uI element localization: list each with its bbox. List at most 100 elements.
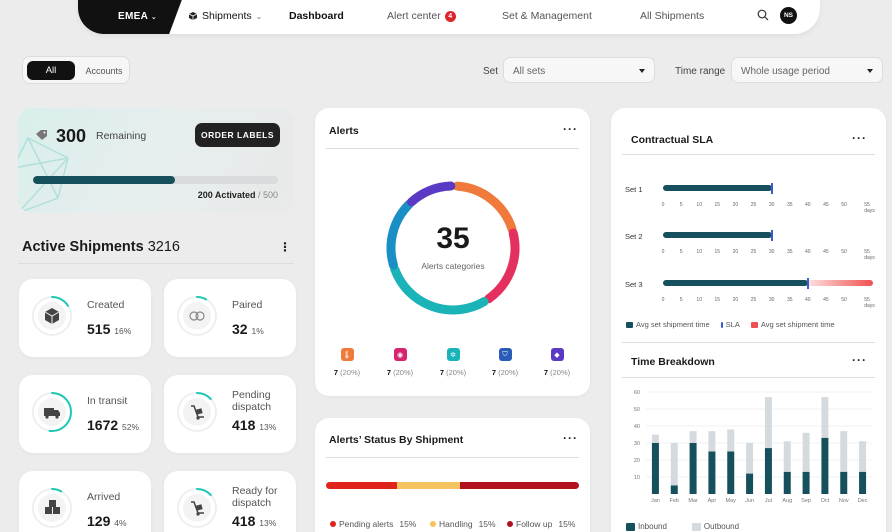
donut-segment[interactable] (407, 181, 456, 207)
outbound-bar[interactable] (821, 397, 829, 438)
order-labels-button[interactable]: ORDER LABELS (195, 123, 280, 147)
sla-marker (770, 182, 773, 194)
dolly-icon (191, 501, 204, 516)
labels-progress-bar (33, 176, 278, 184)
stat-card[interactable]: Ready for dispatch 418 13% (164, 471, 296, 532)
sla-tick-label: 35 (786, 249, 793, 255)
sla-over-bar[interactable] (807, 280, 873, 286)
outbound-bar[interactable] (840, 431, 848, 472)
more-options-icon[interactable]: ··· (563, 431, 578, 445)
stat-label: Created (87, 299, 125, 311)
progress-ring (177, 296, 217, 336)
sla-tick-label: 20 (732, 249, 739, 255)
search-icon[interactable] (757, 9, 769, 21)
inbound-bar[interactable] (802, 471, 810, 494)
donut-segment[interactable] (484, 228, 520, 304)
stat-card[interactable]: Arrived 129 4% (19, 471, 151, 532)
inbound-bar[interactable] (764, 448, 772, 494)
inbound-bar[interactable] (821, 437, 829, 494)
alert-category-5[interactable]: ◆ 7 (20%) (537, 348, 577, 377)
inbound-bar[interactable] (746, 473, 754, 494)
x-tick-label: Jul (765, 498, 772, 504)
status-segment[interactable] (460, 482, 579, 489)
outbound-bar[interactable] (764, 397, 772, 449)
donut-segment[interactable] (452, 181, 517, 234)
y-tick-label: 10 (634, 475, 640, 481)
stat-label: Pending dispatch (232, 389, 272, 413)
status-segment[interactable] (396, 482, 461, 489)
alert-category-value: 7 (20%) (386, 368, 414, 377)
shipments-menu[interactable]: Shipments ⌄ (188, 10, 262, 22)
sla-avg-bar[interactable] (663, 232, 772, 238)
status-segment[interactable] (326, 482, 397, 489)
outbound-bar[interactable] (859, 441, 867, 472)
avatar[interactable]: NS (780, 7, 797, 24)
nav-set-management[interactable]: Set & Management (502, 10, 592, 22)
time-range-select[interactable]: Whole usage period (731, 57, 883, 83)
alert-category-3[interactable]: ✲ 7 (20%) (433, 348, 473, 377)
alert-category-4[interactable]: ⛉ 7 (20%) (485, 348, 525, 377)
outbound-bar[interactable] (783, 441, 791, 472)
remaining-label: Remaining (96, 130, 147, 142)
sla-tick-label: 35 (786, 202, 793, 208)
sla-avg-bar[interactable] (663, 280, 808, 286)
stat-percent: 16% (114, 326, 132, 336)
inbound-bar[interactable] (651, 443, 659, 494)
sla-set-label: Set 1 (625, 185, 643, 194)
more-options-icon[interactable]: ··· (852, 353, 867, 367)
alert-category-2[interactable]: ◉ 7 (20%) (380, 348, 420, 377)
y-tick-label: 50 (634, 407, 640, 413)
sla-tick-label: 25 (750, 202, 757, 208)
sla-avg-bar[interactable] (663, 185, 772, 191)
progress-ring (177, 392, 217, 432)
outbound-bar[interactable] (802, 432, 810, 472)
donut-segment[interactable] (390, 264, 489, 315)
more-options-icon[interactable]: ··· (852, 131, 867, 145)
alert-category-1[interactable]: 🌡 7 (20%) (327, 348, 367, 377)
sla-tick-label: 25 (750, 297, 757, 303)
inbound-bar[interactable] (783, 471, 791, 494)
legend-swatch (626, 522, 635, 531)
stat-card[interactable]: Paired 32 1% (164, 279, 296, 357)
outbound-bar[interactable] (689, 431, 697, 443)
labels-progress-fill (33, 176, 176, 184)
region-selector[interactable]: EMEA ⌄ (78, 0, 184, 34)
stat-count: 515 (87, 321, 111, 337)
stat-value: 515 16% (87, 321, 131, 337)
inbound-bar[interactable] (859, 471, 867, 494)
stat-card[interactable]: Created 515 16% (19, 279, 151, 357)
more-options-icon[interactable]: ⋮ (279, 240, 292, 254)
thermometer-icon: 🌡 (340, 348, 354, 361)
caret-down-icon (639, 69, 645, 73)
shipments-label: Shipments (202, 10, 252, 22)
sla-tick-label: 10 (696, 297, 702, 303)
sla-tick-label: 20 (732, 297, 739, 303)
outbound-bar[interactable] (727, 429, 735, 452)
nav-alert-center[interactable]: Alert center 4 (387, 10, 456, 22)
inbound-bar[interactable] (840, 471, 848, 494)
outbound-bar[interactable] (651, 434, 659, 444)
set-select[interactable]: All sets (503, 57, 655, 83)
more-options-icon[interactable]: ··· (563, 122, 578, 136)
donut-segment[interactable] (386, 199, 414, 270)
inbound-bar[interactable] (708, 451, 716, 495)
inbound-bar[interactable] (670, 485, 678, 495)
outbound-bar[interactable] (708, 431, 716, 452)
toggle-all[interactable]: All (27, 61, 75, 80)
nav-dashboard[interactable]: Dashboard (289, 10, 344, 22)
y-tick-label: 60 (634, 390, 640, 396)
divider (622, 342, 875, 343)
sla-tick-label: 15 (714, 249, 721, 255)
stat-card[interactable]: Pending dispatch 418 13% (164, 375, 296, 453)
outbound-bar[interactable] (746, 443, 754, 474)
x-tick-label: May (726, 498, 737, 504)
sla-set-label: Set 3 (625, 280, 643, 289)
shock-icon: ✲ (446, 348, 460, 361)
stat-card[interactable]: In transit 1672 52% (19, 375, 151, 453)
status-legend-item: Follow up 15% (507, 519, 575, 529)
outbound-bar[interactable] (670, 443, 678, 486)
toggle-accounts[interactable]: Accounts (85, 65, 123, 76)
nav-all-shipments[interactable]: All Shipments (640, 10, 705, 22)
inbound-bar[interactable] (727, 451, 735, 495)
inbound-bar[interactable] (689, 443, 697, 494)
